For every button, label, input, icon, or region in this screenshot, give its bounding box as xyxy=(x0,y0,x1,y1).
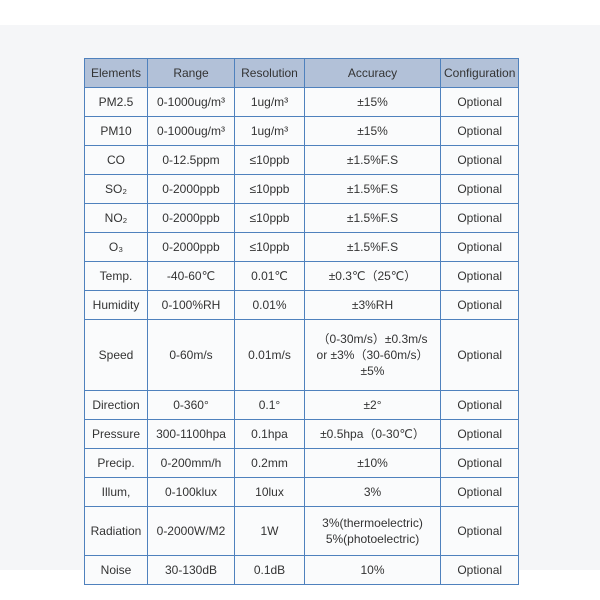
table-row-pm25: PM2.5 0-1000ug/m³ 1ug/m³ ±15% Optional xyxy=(84,87,520,117)
cell-resolution: ≤10ppb xyxy=(234,174,305,204)
table-row-noise: Noise 30-130dB 0.1dB 10% Optional xyxy=(84,555,520,585)
cell-resolution: 10lux xyxy=(234,477,305,507)
table-row-pm10: PM10 0-1000ug/m³ 1ug/m³ ±15% Optional xyxy=(84,116,520,146)
table-row-no2: NO₂ 0-2000ppb ≤10ppb ±1.5%F.S Optional xyxy=(84,203,520,233)
cell-configuration: Optional xyxy=(439,319,520,391)
table-row-temp: Temp. -40-60℃ 0.01℃ ±0.3℃（25℃） Optional xyxy=(84,261,520,291)
cell-configuration: Optional xyxy=(439,232,520,262)
col-header-resolution: Resolution xyxy=(234,58,305,88)
col-header-range: Range xyxy=(147,58,235,88)
cell-resolution: 1W xyxy=(234,506,305,556)
cell-configuration: Optional xyxy=(439,555,520,585)
table-row-radiation: Radiation 0-2000W/M2 1W 3%(thermoelectri… xyxy=(84,506,520,556)
cell-resolution: 0.01% xyxy=(234,290,305,320)
table-row-humidity: Humidity 0-100%RH 0.01% ±3%RH Optional xyxy=(84,290,520,320)
cell-range: 0-2000W/M2 xyxy=(147,506,235,556)
cell-accuracy: ±1.5%F.S xyxy=(304,232,441,262)
cell-range: 0-100klux xyxy=(147,477,235,507)
cell-range: 0-60m/s xyxy=(147,319,235,391)
cell-configuration: Optional xyxy=(439,448,520,478)
cell-range: -40-60℃ xyxy=(147,261,235,291)
cell-range: 0-100%RH xyxy=(147,290,235,320)
cell-accuracy: ±1.5%F.S xyxy=(304,174,441,204)
cell-element: Pressure xyxy=(84,419,148,449)
cell-resolution: ≤10ppb xyxy=(234,232,305,262)
cell-accuracy: ±15% xyxy=(304,87,441,117)
cell-resolution: 1ug/m³ xyxy=(234,116,305,146)
cell-configuration: Optional xyxy=(439,174,520,204)
cell-element: Radiation xyxy=(84,506,148,556)
cell-configuration: Optional xyxy=(439,419,520,449)
table-row-illum: Illum, 0-100klux 10lux 3% Optional xyxy=(84,477,520,507)
table-row-o3: O₃ 0-2000ppb ≤10ppb ±1.5%F.S Optional xyxy=(84,232,520,262)
cell-accuracy: ±1.5%F.S xyxy=(304,203,441,233)
cell-configuration: Optional xyxy=(439,203,520,233)
cell-element: NO₂ xyxy=(84,203,148,233)
cell-range: 30-130dB xyxy=(147,555,235,585)
cell-element: O₃ xyxy=(84,232,148,262)
col-header-elements: Elements xyxy=(84,58,148,88)
cell-configuration: Optional xyxy=(439,506,520,556)
cell-resolution: 0.1° xyxy=(234,390,305,420)
cell-element: Temp. xyxy=(84,261,148,291)
col-header-accuracy: Accuracy xyxy=(304,58,441,88)
table-row-direction: Direction 0-360° 0.1° ±2° Optional xyxy=(84,390,520,420)
cell-accuracy: （0-30m/s）±0.3m/s or ±3%（30-60m/s） ±5% xyxy=(304,319,441,391)
cell-element: Illum, xyxy=(84,477,148,507)
cell-configuration: Optional xyxy=(439,261,520,291)
cell-element: PM10 xyxy=(84,116,148,146)
cell-resolution: ≤10ppb xyxy=(234,145,305,175)
cell-element: PM2.5 xyxy=(84,87,148,117)
col-header-configuration: Configuration xyxy=(439,58,520,88)
cell-resolution: ≤10ppb xyxy=(234,203,305,233)
cell-range: 0-2000ppb xyxy=(147,174,235,204)
cell-configuration: Optional xyxy=(439,145,520,175)
cell-resolution: 1ug/m³ xyxy=(234,87,305,117)
cell-element: Precip. xyxy=(84,448,148,478)
cell-resolution: 0.01℃ xyxy=(234,261,305,291)
cell-resolution: 0.1hpa xyxy=(234,419,305,449)
cell-accuracy: 3%(thermoelectric) 5%(photoelectric) xyxy=(304,506,441,556)
table-row-co: CO 0-12.5ppm ≤10ppb ±1.5%F.S Optional xyxy=(84,145,520,175)
cell-configuration: Optional xyxy=(439,116,520,146)
sensor-spec-table: Elements Range Resolution Accuracy Confi… xyxy=(84,58,520,585)
content-background: Elements Range Resolution Accuracy Confi… xyxy=(0,25,600,585)
cell-range: 0-200mm/h xyxy=(147,448,235,478)
cell-accuracy: ±3%RH xyxy=(304,290,441,320)
cell-configuration: Optional xyxy=(439,87,520,117)
cell-configuration: Optional xyxy=(439,290,520,320)
table-row-pressure: Pressure 300-1100hpa 0.1hpa ±0.5hpa（0-30… xyxy=(84,419,520,449)
cell-configuration: Optional xyxy=(439,390,520,420)
cell-accuracy: 3% xyxy=(304,477,441,507)
cell-range: 0-2000ppb xyxy=(147,232,235,262)
cell-element: Noise xyxy=(84,555,148,585)
cell-accuracy: ±0.3℃（25℃） xyxy=(304,261,441,291)
cell-element: CO xyxy=(84,145,148,175)
cell-resolution: 0.2mm xyxy=(234,448,305,478)
cell-range: 0-12.5ppm xyxy=(147,145,235,175)
cell-range: 0-1000ug/m³ xyxy=(147,87,235,117)
table-header-row: Elements Range Resolution Accuracy Confi… xyxy=(84,58,520,88)
cell-range: 300-1100hpa xyxy=(147,419,235,449)
cell-accuracy: ±10% xyxy=(304,448,441,478)
cell-accuracy: ±1.5%F.S xyxy=(304,145,441,175)
cell-resolution: 0.1dB xyxy=(234,555,305,585)
table-row-so2: SO₂ 0-2000ppb ≤10ppb ±1.5%F.S Optional xyxy=(84,174,520,204)
cell-range: 0-2000ppb xyxy=(147,203,235,233)
cell-element: Humidity xyxy=(84,290,148,320)
cell-accuracy: ±0.5hpa（0-30℃） xyxy=(304,419,441,449)
cell-element: Direction xyxy=(84,390,148,420)
cell-configuration: Optional xyxy=(439,477,520,507)
table-row-speed: Speed 0-60m/s 0.01m/s （0-30m/s）±0.3m/s o… xyxy=(84,319,520,391)
cell-element: Speed xyxy=(84,319,148,391)
cell-accuracy: 10% xyxy=(304,555,441,585)
cell-accuracy: ±2° xyxy=(304,390,441,420)
cell-range: 0-1000ug/m³ xyxy=(147,116,235,146)
cell-range: 0-360° xyxy=(147,390,235,420)
cell-resolution: 0.01m/s xyxy=(234,319,305,391)
cell-accuracy: ±15% xyxy=(304,116,441,146)
cell-element: SO₂ xyxy=(84,174,148,204)
table-row-precip: Precip. 0-200mm/h 0.2mm ±10% Optional xyxy=(84,448,520,478)
